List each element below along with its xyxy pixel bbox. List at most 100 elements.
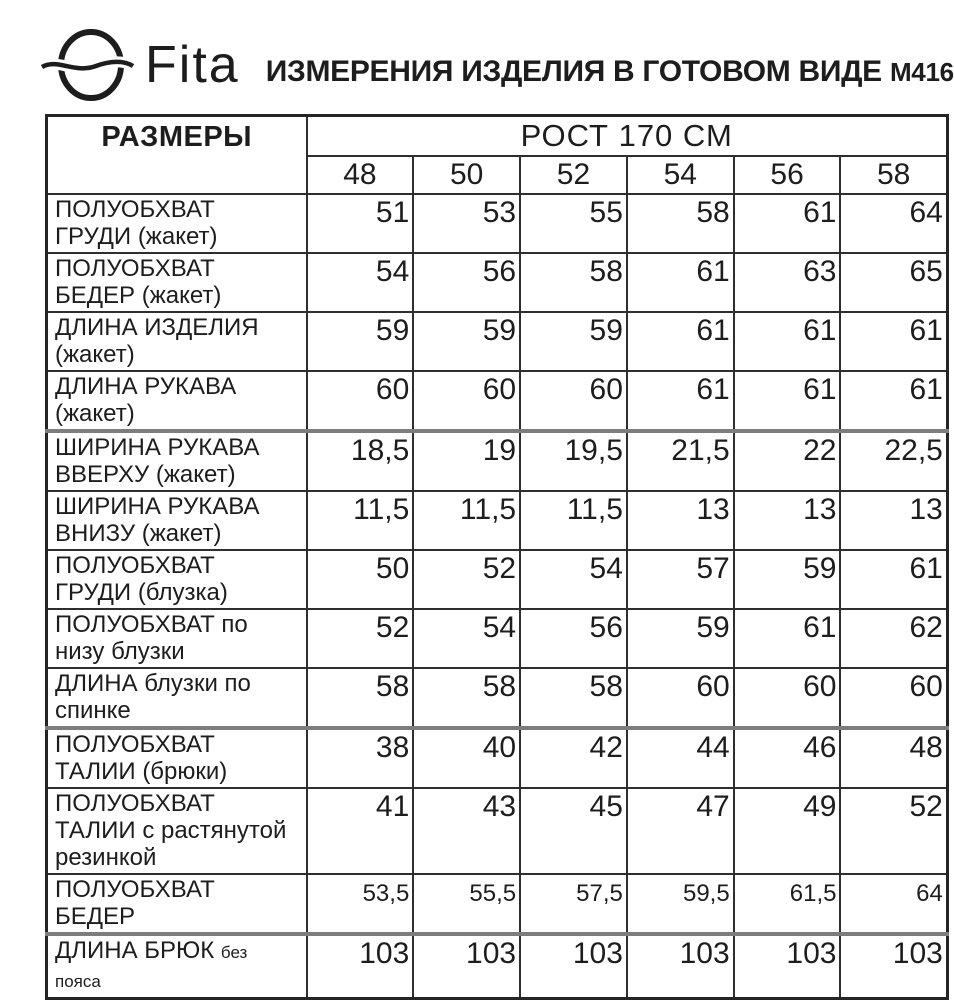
brand-name: Fita [145, 36, 240, 94]
measurement-label: ПОЛУОБХВАТ БЕДЕР (жакет) [45, 252, 308, 313]
model-number: М4161 [889, 57, 954, 88]
measurement-value: 60 [305, 370, 415, 432]
measurement-value: 54 [412, 608, 522, 669]
measurement-value: 21,5 [625, 429, 735, 492]
measurement-value: 60 [839, 667, 949, 729]
measurement-value: 13 [839, 490, 949, 551]
measurement-value: 58 [625, 193, 735, 254]
measurement-label: ДЛИНА РУКАВА (жакет) [45, 370, 308, 432]
measurement-label: ПОЛУОБХВАТ по низу блузки [45, 608, 308, 669]
measurement-value: 41 [305, 787, 415, 875]
measurement-value: 13 [625, 490, 735, 551]
table-row: ПОЛУОБХВАТ ГРУДИ (жакет) 51 53 55 58 61 … [45, 193, 949, 254]
measurement-value: 11,5 [305, 490, 415, 551]
measurement-value: 103 [519, 932, 628, 1000]
measurement-value: 44 [625, 726, 735, 789]
size-column-header: 54 [625, 155, 735, 195]
table-row: ПОЛУОБХВАТ ТАЛИИ (брюки) 38 40 42 44 46 … [45, 726, 949, 789]
table-row: ПОЛУОБХВАТ БЕДЕР (жакет) 54 56 58 61 63 … [45, 252, 949, 313]
table-row: ПОЛУОБХВАТ ГРУДИ (блузка) 50 52 54 57 59… [45, 549, 949, 610]
brand: Fita [40, 27, 240, 103]
measurement-label: ПОЛУОБХВАТ ГРУДИ (жакет) [45, 193, 308, 254]
measurement-value: 61 [732, 193, 842, 254]
measurement-value: 103 [839, 932, 949, 1000]
measurement-label: ПОЛУОБХВАТ ТАЛИИ с растянутой резинкой [45, 787, 308, 875]
measurement-value: 59 [519, 311, 628, 372]
measurement-value: 103 [732, 932, 842, 1000]
measurement-value: 60 [412, 370, 522, 432]
measurement-value: 59 [412, 311, 522, 372]
measurement-value: 103 [412, 932, 522, 1000]
measurement-value: 54 [305, 252, 415, 313]
measurement-value: 103 [625, 932, 735, 1000]
height-header: РОСТ 170 СМ [305, 114, 949, 157]
table-row: ПОЛУОБХВАТ ТАЛИИ с растянутой резинкой 4… [45, 787, 949, 875]
measurement-value: 53,5 [305, 873, 415, 935]
table-row: ДЛИНА БРЮК без пояса 103 103 103 103 103… [45, 932, 949, 1000]
table-header-row-sizes: 48 50 52 54 56 58 [47, 155, 949, 195]
table-row: ДЛИНА блузки по спинке 58 58 58 60 60 60 [45, 667, 949, 729]
measurement-value: 59 [732, 549, 842, 610]
measurement-value: 11,5 [519, 490, 628, 551]
table-row: ДЛИНА ИЗДЕЛИЯ (жакет) 59 59 59 61 61 61 [45, 311, 949, 372]
measurement-value: 56 [412, 252, 522, 313]
size-column-header: 50 [412, 155, 522, 195]
measurement-value: 11,5 [412, 490, 522, 551]
measurement-value: 60 [625, 667, 735, 729]
measurement-value: 52 [839, 787, 949, 875]
table-row: ШИРИНА РУКАВА ВВЕРХУ (жакет) 18,5 19 19,… [45, 429, 949, 492]
measurement-value: 57,5 [519, 873, 628, 935]
measurement-value: 59 [625, 608, 735, 669]
measurement-value: 55 [519, 193, 628, 254]
measurement-value: 48 [839, 726, 949, 789]
measurement-value: 52 [305, 608, 415, 669]
corner-header-sizes: РАЗМЕРЫ [45, 114, 308, 195]
measurement-value: 61 [732, 370, 842, 432]
measurement-value: 61 [625, 370, 735, 432]
measurement-value: 61 [732, 608, 842, 669]
measurement-value: 61 [839, 311, 949, 372]
measurement-value: 103 [305, 932, 415, 1000]
measurement-label: ШИРИНА РУКАВА ВВЕРХУ (жакет) [45, 429, 308, 492]
size-table: РАЗМЕРЫ РОСТ 170 СМ 48 50 52 54 56 58 ПО… [45, 114, 949, 1000]
measurement-value: 64 [839, 873, 949, 935]
measurement-value: 61 [839, 370, 949, 432]
measurement-value: 13 [732, 490, 842, 551]
measurement-value: 58 [519, 252, 628, 313]
table-row: ПОЛУОБХВАТ БЕДЕР 53,5 55,5 57,5 59,5 61,… [45, 873, 949, 935]
measurement-value: 52 [412, 549, 522, 610]
size-column-header: 52 [519, 155, 628, 195]
measurement-label: ДЛИНА ИЗДЕЛИЯ (жакет) [45, 311, 308, 372]
measurement-label: ПОЛУОБХВАТ ГРУДИ (блузка) [45, 549, 308, 610]
fita-logo-icon [40, 29, 135, 101]
measurement-value: 47 [625, 787, 735, 875]
measurement-value: 38 [305, 726, 415, 789]
measurement-value: 61 [625, 311, 735, 372]
size-column-header: 48 [305, 155, 415, 195]
measurement-value: 56 [519, 608, 628, 669]
measurement-value: 58 [519, 667, 628, 729]
measurement-value: 54 [519, 549, 628, 610]
measurement-value: 19,5 [519, 429, 628, 492]
measurement-label-suffix: без пояса [55, 943, 248, 991]
page-title: ИЗМЕРЕНИЯ ИЗДЕЛИЯ В ГОТОВОМ ВИДЕ М4161 [266, 56, 954, 88]
measurement-value: 61 [625, 252, 735, 313]
measurement-label: ПОЛУОБХВАТ БЕДЕР [45, 873, 308, 935]
table-row: ШИРИНА РУКАВА ВНИЗУ (жакет) 11,5 11,5 11… [45, 490, 949, 551]
measurement-value: 22,5 [839, 429, 949, 492]
measurement-label: ДЛИНА блузки по спинке [45, 667, 308, 729]
measurement-value: 50 [305, 549, 415, 610]
measurement-value: 18,5 [305, 429, 415, 492]
measurement-value: 51 [305, 193, 415, 254]
title-text: ИЗМЕРЕНИЯ ИЗДЕЛИЯ В ГОТОВОМ ВИДЕ [265, 55, 883, 89]
measurement-value: 60 [732, 667, 842, 729]
size-column-header: 58 [839, 155, 949, 195]
measurement-value: 58 [305, 667, 415, 729]
measurement-value: 62 [839, 608, 949, 669]
measurement-value: 42 [519, 726, 628, 789]
measurement-value: 61 [732, 311, 842, 372]
table-row: ПОЛУОБХВАТ по низу блузки 52 54 56 59 61… [45, 608, 949, 669]
measurement-value: 59,5 [625, 873, 735, 935]
measurement-value: 61,5 [732, 873, 842, 935]
